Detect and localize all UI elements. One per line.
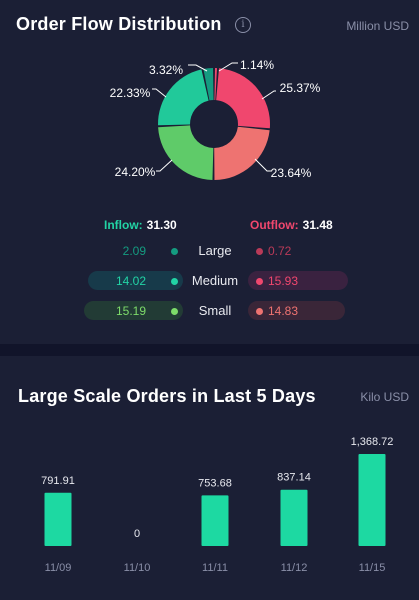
small-inflow-pill bbox=[84, 301, 183, 320]
donut-label-medium-outflow: 25.37% bbox=[280, 81, 321, 95]
large-orders-unit: Kilo USD bbox=[360, 390, 409, 404]
order-flow-donut-chart: 1.14% 25.37% 23.64% 24.20% 22.33% 3.32% bbox=[110, 58, 321, 180]
outflow-label: Outflow: bbox=[250, 218, 299, 232]
bar-value-label: 1,368.72 bbox=[351, 436, 394, 448]
donut-slice-large-outflow bbox=[214, 68, 218, 101]
donut-leader-line bbox=[152, 88, 167, 98]
bar-date-label: 11/09 bbox=[45, 562, 72, 574]
bar-date-label: 11/11 bbox=[202, 562, 228, 574]
bar-11-09[interactable] bbox=[44, 492, 72, 546]
bar-11-15[interactable] bbox=[358, 454, 386, 546]
order-flow-unit: Million USD bbox=[346, 19, 409, 33]
donut-leader-line bbox=[218, 62, 238, 72]
donut-leader-line bbox=[156, 159, 173, 172]
large-orders-card: Large Scale Orders in Last 5 Days Kilo U… bbox=[0, 356, 419, 600]
order-flow-title: Order Flow Distribution bbox=[16, 14, 222, 34]
donut-slice-small-inflow bbox=[158, 125, 214, 180]
inflow-value: 31.30 bbox=[146, 218, 177, 232]
donut-leader-line bbox=[188, 64, 208, 72]
donut-hole bbox=[191, 101, 237, 147]
medium-outflow-pill bbox=[248, 271, 348, 290]
donut-leader-line bbox=[261, 90, 276, 100]
bar-date-label: 11/15 bbox=[359, 562, 386, 574]
order-flow-card: Order Flow Distribution i Million USD 1.… bbox=[16, 14, 409, 320]
small-outflow-dot bbox=[256, 308, 263, 315]
donut-slice-large-inflow bbox=[203, 68, 214, 101]
large-outflow-dot bbox=[256, 248, 263, 255]
donut-label-large-inflow: 3.32% bbox=[149, 63, 183, 77]
info-icon[interactable]: i bbox=[235, 17, 251, 33]
bar-value-label: 837.14 bbox=[277, 472, 311, 484]
donut-slice-medium-inflow bbox=[157, 69, 209, 126]
donut-label-large-outflow: 1.14% bbox=[240, 58, 274, 72]
donut-slice-medium-outflow bbox=[216, 68, 270, 129]
donut-slice-small-outflow bbox=[214, 126, 270, 180]
small-inflow-value: 15.19 bbox=[115, 304, 146, 318]
donut-leader-line bbox=[254, 158, 272, 172]
large-outflow-value: 0.72 bbox=[268, 244, 292, 258]
bar-11-12[interactable] bbox=[280, 489, 308, 546]
bar-date-label: 11/10 bbox=[124, 562, 151, 574]
medium-inflow-pill bbox=[88, 271, 183, 290]
medium-outflow-dot bbox=[256, 278, 263, 285]
bar-value-label: 0 bbox=[134, 528, 140, 540]
section-divider bbox=[0, 344, 419, 356]
small-outflow-pill bbox=[248, 301, 345, 320]
bar-value-label: 753.68 bbox=[198, 477, 232, 489]
donut-label-medium-inflow: 22.33% bbox=[110, 86, 151, 100]
bar-11-11[interactable] bbox=[201, 495, 229, 546]
large-row-label: Large bbox=[198, 243, 232, 258]
donut-label-small-outflow: 23.64% bbox=[271, 166, 312, 180]
outflow-total: Outflow: 31.48 bbox=[250, 218, 333, 232]
large-inflow-dot bbox=[171, 248, 178, 255]
medium-inflow-value: 14.02 bbox=[115, 274, 146, 288]
bar-date-label: 11/12 bbox=[281, 562, 308, 574]
large-inflow-value: 2.09 bbox=[122, 244, 146, 258]
medium-outflow-value: 15.93 bbox=[268, 274, 299, 288]
inflow-label: Inflow: bbox=[104, 218, 143, 232]
medium-inflow-dot bbox=[171, 278, 178, 285]
bar-value-label: 791.91 bbox=[41, 475, 75, 487]
inflow-total: Inflow: 31.30 bbox=[104, 218, 177, 232]
small-inflow-dot bbox=[171, 308, 178, 315]
large-orders-title: Large Scale Orders in Last 5 Days bbox=[18, 386, 316, 406]
donut-label-small-inflow: 24.20% bbox=[115, 165, 156, 179]
medium-row-label: Medium bbox=[191, 273, 239, 288]
outflow-value: 31.48 bbox=[302, 218, 333, 232]
small-row-label: Small bbox=[198, 303, 232, 318]
small-outflow-value: 14.83 bbox=[268, 304, 299, 318]
large-orders-bar-chart: 791.91 11/09 0 11/10 753.68 11/11 837.14 11/12 1… bbox=[41, 436, 394, 574]
